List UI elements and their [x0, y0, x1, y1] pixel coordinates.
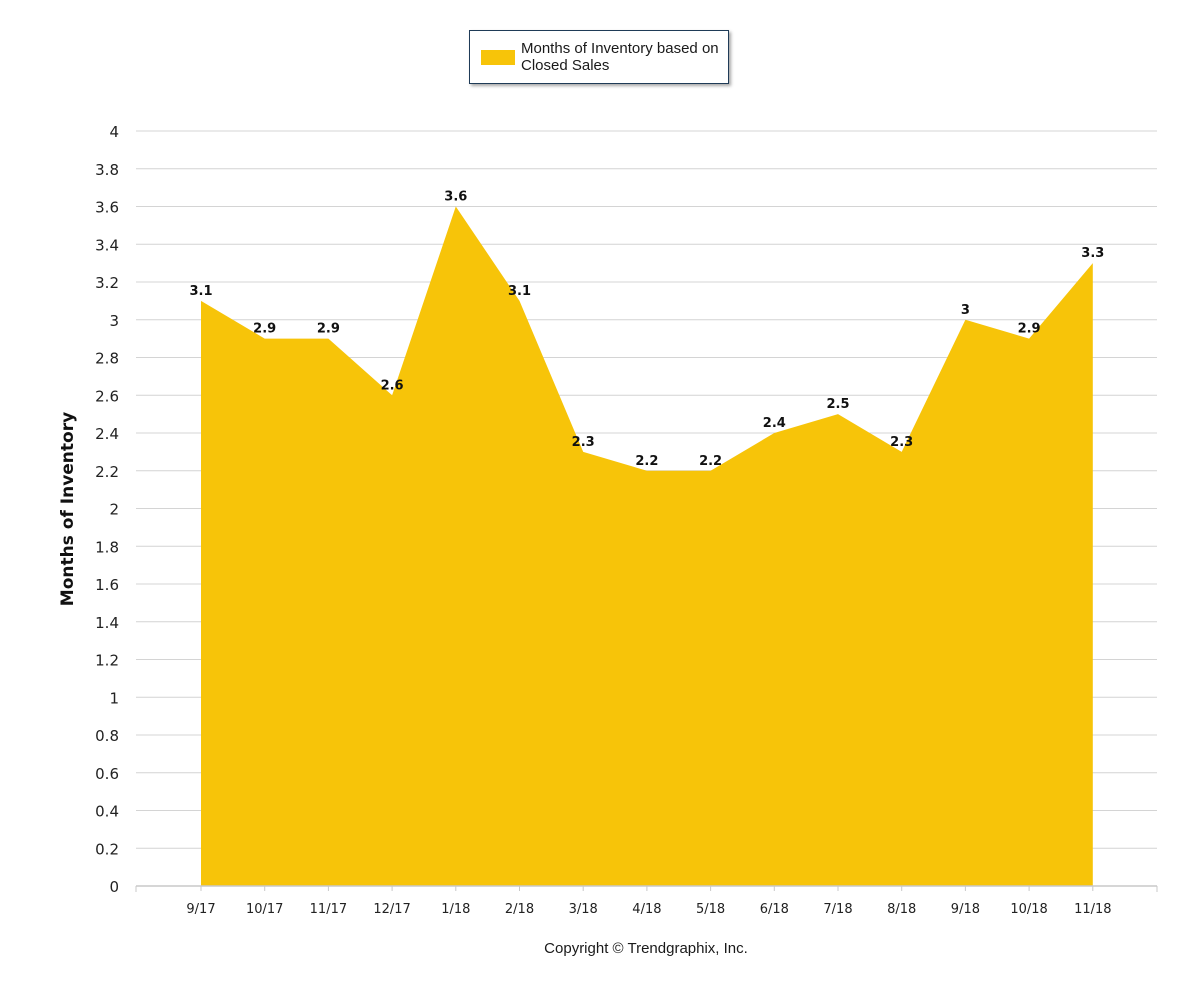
- x-tick-label: 5/18: [696, 902, 725, 917]
- y-tick-label: 2: [109, 501, 119, 519]
- data-label: 3: [961, 303, 970, 318]
- legend-swatch: [481, 50, 515, 65]
- legend-label: Months of Inventory based on Closed Sale…: [521, 40, 719, 74]
- series-area: [201, 206, 1093, 886]
- y-tick-label: 1.6: [95, 576, 119, 594]
- data-label: 2.9: [317, 322, 340, 337]
- y-tick-label: 2.6: [95, 387, 119, 405]
- x-tick-label: 10/17: [246, 902, 283, 917]
- x-tick-label: 2/18: [505, 902, 534, 917]
- data-labels: 3.1 2.9 2.9 2.6 3.6 3.1 2.3 2.2 2.2 2.4 2.5 2.3 3 2.9…: [189, 190, 1104, 469]
- x-tick-label: 4/18: [632, 902, 661, 917]
- y-tick-label: 3.4: [95, 236, 119, 254]
- x-tick-label: 8/18: [887, 902, 916, 917]
- y-tick-label: 3.8: [95, 161, 119, 179]
- y-tick-label: 2.8: [95, 350, 119, 368]
- x-tick-label: 3/18: [569, 902, 598, 917]
- y-tick-label: 0: [109, 878, 119, 896]
- data-label: 3.6: [444, 190, 467, 205]
- y-tick-label: 2.4: [95, 425, 119, 443]
- data-label: 2.4: [763, 416, 786, 431]
- y-tick-label: 4: [109, 123, 119, 141]
- x-tick-labels: 9/17 10/17 11/17 12/17 1/18 2/18 3/18 4/18 5/18 6…: [186, 886, 1112, 917]
- data-label: 2.6: [381, 378, 404, 393]
- x-tick-label: 12/17: [373, 902, 410, 917]
- data-label: 2.3: [572, 435, 595, 450]
- x-tick-label: 11/18: [1074, 902, 1111, 917]
- x-tick-label: 9/18: [951, 902, 980, 917]
- y-tick-label: 0.2: [95, 840, 119, 858]
- y-tick-label: 1.4: [95, 614, 119, 632]
- x-tick-label: 7/18: [823, 902, 852, 917]
- y-tick-label: 0.4: [95, 803, 119, 821]
- data-label: 2.3: [890, 435, 913, 450]
- y-tick-label: 0.8: [95, 727, 119, 745]
- series-area-layer: [201, 206, 1093, 886]
- y-tick-label: 1.2: [95, 652, 119, 670]
- y-tick-label: 3.6: [95, 199, 119, 217]
- y-tick-label: 1.8: [95, 538, 119, 556]
- data-label: 3.3: [1081, 246, 1104, 261]
- x-tick-label: 10/18: [1010, 902, 1047, 917]
- x-tick-label: 1/18: [441, 902, 470, 917]
- y-tick-label: 3: [109, 312, 119, 330]
- y-tick-label: 1: [109, 689, 119, 707]
- y-axis-label: Months of Inventory: [58, 411, 78, 607]
- data-label: 2.9: [1018, 322, 1041, 337]
- data-label: 2.2: [635, 454, 658, 469]
- copyright-text: Copyright © Trendgraphix, Inc.: [544, 940, 748, 957]
- x-tick-label: 6/18: [760, 902, 789, 917]
- x-tick-label: 9/17: [186, 902, 215, 917]
- legend: Months of Inventory based on Closed Sale…: [469, 30, 729, 84]
- data-label: 2.5: [826, 397, 849, 412]
- x-tick-label: 11/17: [310, 902, 347, 917]
- y-tick-label: 2.2: [95, 463, 119, 481]
- y-tick-labels: 0 0.2 0.4 0.6 0.8 1 1.2 1.4 1.6 1.8 2 2.2 2.4 2.6 2.8 3…: [95, 123, 119, 896]
- data-label: 2.2: [699, 454, 722, 469]
- y-tick-label: 0.6: [95, 765, 119, 783]
- y-tick-label: 3.2: [95, 274, 119, 292]
- data-label: 3.1: [508, 284, 531, 299]
- data-label: 3.1: [189, 284, 212, 299]
- data-label: 2.9: [253, 322, 276, 337]
